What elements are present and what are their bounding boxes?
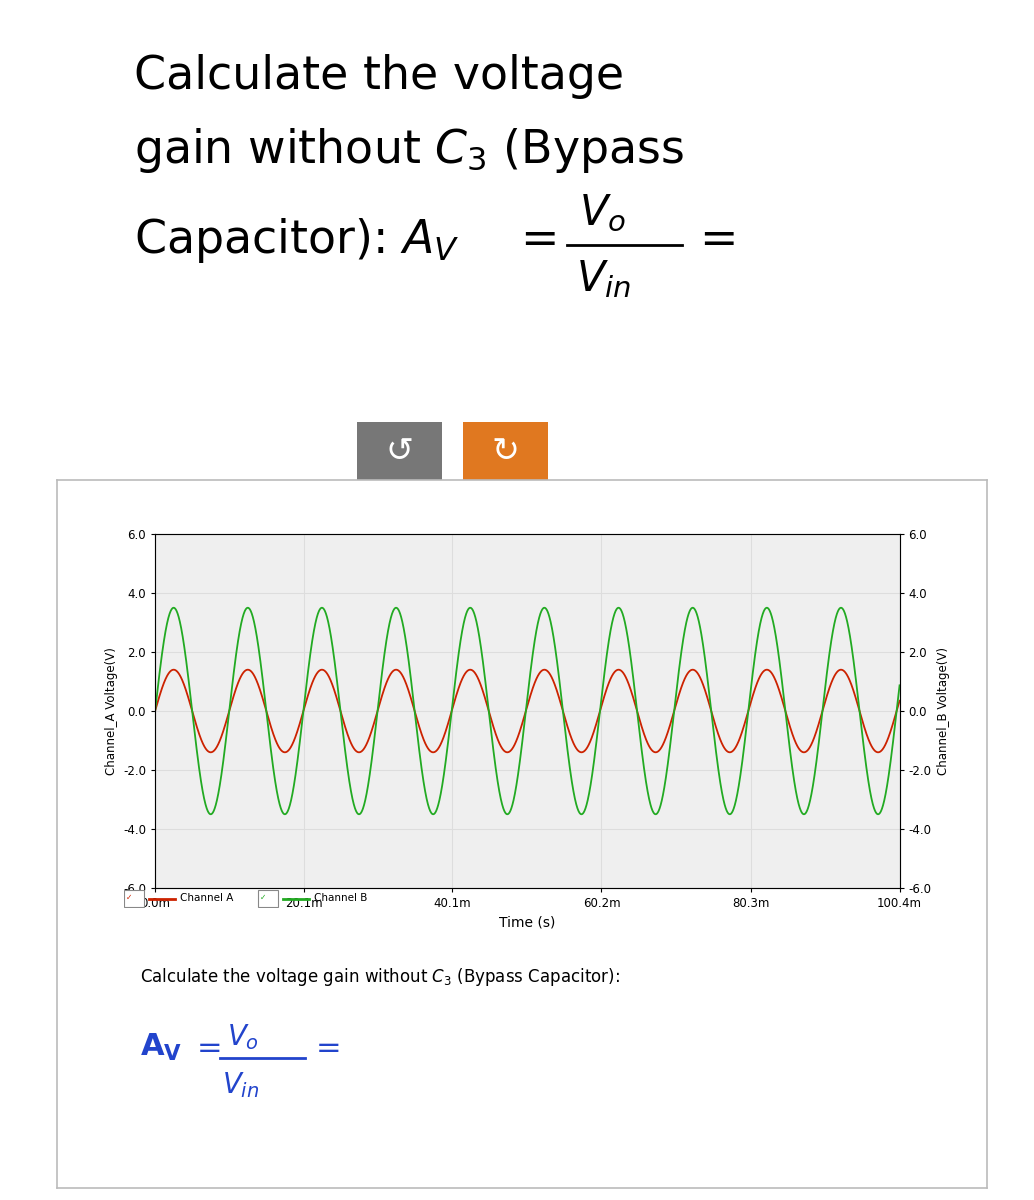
Text: gain without $C_3$ (Bypass: gain without $C_3$ (Bypass: [134, 126, 685, 175]
Bar: [124, 890, 144, 907]
Bar: [258, 890, 278, 907]
Text: $=$: $=$: [691, 216, 735, 262]
Y-axis label: Channel_A Voltage(V): Channel_A Voltage(V): [104, 647, 118, 775]
Text: ✓: ✓: [260, 893, 266, 902]
X-axis label: Time (s): Time (s): [499, 916, 555, 930]
Text: Calculate the voltage: Calculate the voltage: [134, 54, 625, 98]
Text: ↺: ↺: [385, 434, 414, 468]
Text: Channel A: Channel A: [180, 893, 234, 902]
Text: ↻: ↻: [491, 434, 520, 468]
Text: Calculate the voltage gain without $C_3$ (Bypass Capacitor):: Calculate the voltage gain without $C_3$…: [140, 966, 619, 988]
Text: $V_o$: $V_o$: [227, 1022, 260, 1052]
Text: $V_o$: $V_o$: [579, 192, 626, 234]
Text: ✓: ✓: [126, 893, 132, 902]
Text: Capacitor): $\mathit{A}_V$: Capacitor): $\mathit{A}_V$: [134, 216, 460, 265]
Text: $=$: $=$: [512, 216, 556, 262]
Text: $=$: $=$: [191, 1032, 221, 1061]
Y-axis label: Channel_B Voltage(V): Channel_B Voltage(V): [937, 647, 950, 775]
Text: $V_{in}$: $V_{in}$: [222, 1070, 260, 1100]
Text: $\mathbf{A}_\mathbf{V}$: $\mathbf{A}_\mathbf{V}$: [140, 1032, 182, 1063]
Text: $V_{in}$: $V_{in}$: [576, 258, 631, 300]
Text: $=$: $=$: [310, 1032, 340, 1061]
Text: Channel B: Channel B: [314, 893, 367, 902]
